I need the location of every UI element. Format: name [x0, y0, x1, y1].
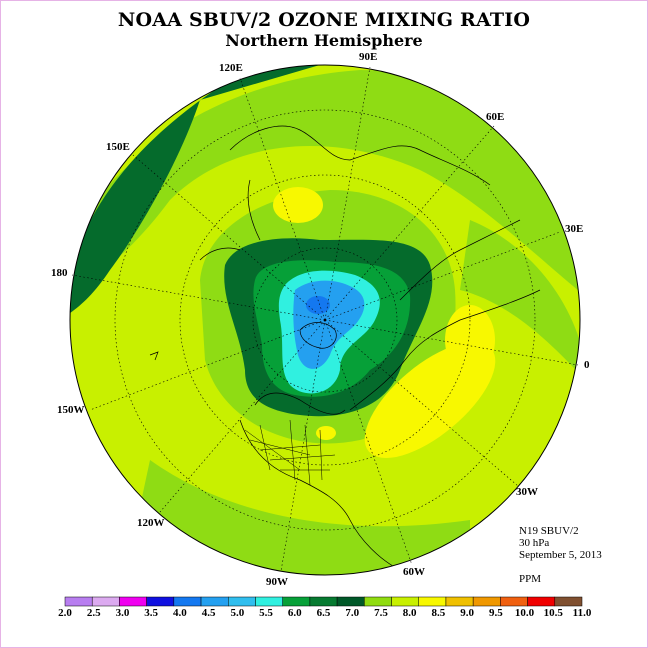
colorbar-tick-label: 11.0: [572, 607, 592, 619]
colorbar-swatch: [228, 596, 256, 607]
map-border: [69, 64, 581, 576]
colorbar-tick-label: 10.5: [543, 607, 563, 619]
pressure-level-label: 30 hPa: [519, 537, 550, 549]
field-green-right: [460, 220, 580, 380]
satellite-label: N19 SBUV/2: [519, 525, 579, 537]
colorbar-swatch: [119, 596, 147, 607]
colorbar-tick-label: 5.0: [230, 607, 245, 619]
colorbar-tick-label: 7.5: [374, 607, 388, 619]
colorbar-tick-label: 7.0: [345, 607, 360, 619]
colorbar-swatch: [500, 596, 528, 607]
coastlines: [149, 125, 541, 571]
colorbar-tick-label: 3.0: [115, 607, 130, 619]
colorbar-tick-label: 5.5: [259, 607, 273, 619]
graticule: [71, 66, 579, 572]
colorbar-tick-label: 9.0: [460, 607, 474, 619]
colorbar-swatch: [418, 596, 447, 607]
lon-label-0: 0: [584, 359, 590, 371]
colorbar-tick-label: 2.0: [58, 607, 72, 619]
lon-label-120e: 120E: [219, 62, 243, 74]
colorbar-swatch: [200, 596, 229, 607]
colorbar-tick-label: 4.0: [173, 607, 187, 619]
lon-label-120w: 120W: [137, 517, 165, 529]
colorbar: [64, 596, 583, 607]
colorbar-swatch: [255, 596, 283, 607]
lon-label-150w: 150W: [57, 404, 85, 416]
colorbar-tick-label: 6.0: [287, 607, 302, 619]
colorbar-swatch: [336, 596, 365, 607]
field-yellow-north: [273, 187, 323, 223]
colorbar-swatch: [391, 596, 419, 607]
lon-label-60e: 60E: [486, 111, 505, 123]
lon-label-90w: 90W: [266, 576, 288, 588]
colorbar-swatch: [554, 596, 583, 607]
date-label: September 5, 2013: [519, 549, 602, 561]
colorbar-tick-label: 3.5: [144, 607, 159, 619]
colorbar-swatch: [527, 596, 556, 607]
colorbar-tick-label: 9.5: [488, 607, 503, 619]
colorbar-tick-label: 2.5: [86, 607, 101, 619]
field-yellow-small: [316, 426, 336, 440]
units-label: PPM: [519, 573, 542, 585]
field-yellow-ne: [445, 305, 495, 375]
lon-label-30w: 30W: [516, 486, 538, 498]
lon-label-60w: 60W: [403, 566, 425, 578]
colorbar-tick-label: 8.0: [402, 607, 417, 619]
field-vortex-core: [306, 296, 330, 314]
map-title: NOAA SBUV/2 OZONE MIXING RATIO: [117, 9, 531, 31]
colorbar-swatch: [472, 596, 501, 607]
field-darkgreen-west: [70, 65, 330, 320]
colorbar-swatch: [91, 596, 120, 607]
colorbar-tick-label: 4.5: [201, 607, 216, 619]
colorbar-tick-label: 6.5: [316, 607, 331, 619]
colorbar-swatch: [64, 596, 93, 607]
colorbar-swatch: [146, 596, 175, 607]
lon-label-150e: 150E: [106, 141, 130, 153]
colorbar-swatch: [282, 596, 311, 607]
lon-label-180: 180: [51, 267, 68, 279]
lon-label-30e: 30E: [565, 223, 584, 235]
colorbar-swatch: [364, 596, 392, 607]
colorbar-tick-label: 10.0: [514, 607, 535, 619]
colorbar-swatch: [173, 596, 202, 607]
colorbar-tick-label: 8.5: [431, 607, 446, 619]
na-boundaries: [244, 419, 336, 486]
lon-label-90e: 90E: [359, 51, 378, 63]
map-subtitle: Northern Hemisphere: [225, 31, 423, 50]
colorbar-swatch: [445, 596, 474, 607]
colorbar-swatch: [309, 596, 338, 607]
field-green-band: [70, 70, 580, 300]
